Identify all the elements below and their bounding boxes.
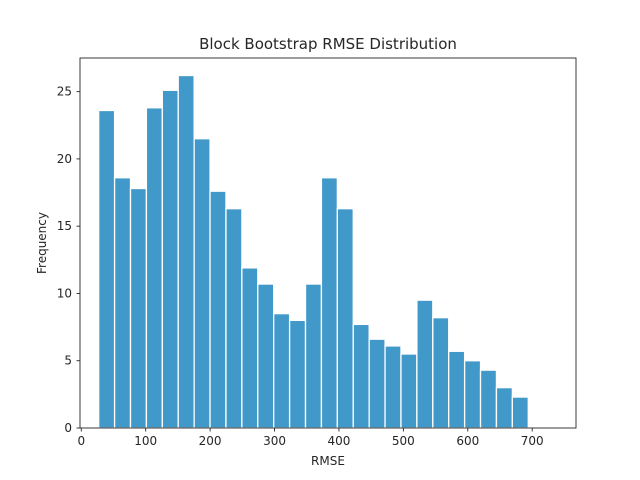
histogram-bar-4 (161, 89, 179, 429)
x-tick-label-2: 200 (199, 434, 222, 448)
x-tick-label-0: 0 (77, 434, 85, 448)
histogram-bar-2 (129, 187, 148, 429)
histogram-bar-12 (288, 319, 307, 429)
x-tick-label-1: 100 (134, 434, 157, 448)
histogram-bar-23 (463, 360, 482, 429)
histogram-bar-0 (98, 109, 116, 429)
histogram-bar-9 (241, 267, 259, 429)
x-tick-label-6: 600 (456, 434, 479, 448)
histogram-bar-21 (432, 317, 450, 429)
y-axis-ticks: 0 5 10 15 20 25 (57, 85, 80, 435)
bars-group (98, 74, 529, 429)
x-tick-label-5: 500 (392, 434, 415, 448)
histogram-bar-7 (209, 190, 227, 429)
x-axis-ticks: 0 100 200 300 400 500 600 700 (77, 428, 544, 448)
histogram-bar-18 (384, 345, 402, 429)
x-axis-label: RMSE (311, 454, 345, 468)
histogram-bar-13 (304, 283, 323, 429)
y-tick-label-2: 10 (57, 286, 72, 300)
y-axis-label: Frequency (35, 212, 49, 274)
histogram-bar-19 (400, 353, 418, 429)
y-tick-label-4: 20 (57, 152, 72, 166)
histogram-bar-14 (320, 177, 338, 429)
histogram-bar-22 (448, 350, 466, 429)
y-tick-label-5: 25 (57, 85, 72, 99)
histogram-bar-11 (273, 312, 291, 429)
histogram-bar-6 (193, 138, 211, 429)
x-tick-label-4: 400 (327, 434, 350, 448)
y-tick-label-1: 5 (64, 354, 72, 368)
histogram-bar-16 (352, 323, 370, 429)
histogram-bar-26 (511, 396, 529, 429)
x-tick-label-7: 700 (521, 434, 544, 448)
histogram-bar-17 (368, 338, 386, 429)
histogram-bar-15 (336, 208, 354, 429)
y-tick-label-3: 15 (57, 219, 72, 233)
histogram-bar-8 (225, 208, 243, 429)
histogram-bar-24 (479, 369, 498, 429)
histogram-bar-3 (145, 107, 163, 429)
x-tick-label-3: 300 (263, 434, 286, 448)
histogram-bar-10 (257, 283, 275, 429)
y-tick-label-0: 0 (64, 421, 72, 435)
histogram-bar-5 (177, 74, 195, 429)
chart-title: Block Bootstrap RMSE Distribution (199, 35, 457, 53)
histogram-bar-1 (113, 177, 132, 429)
histogram-bar-20 (416, 299, 434, 429)
plot-frame (79, 57, 577, 429)
histogram-bar-25 (495, 386, 514, 429)
